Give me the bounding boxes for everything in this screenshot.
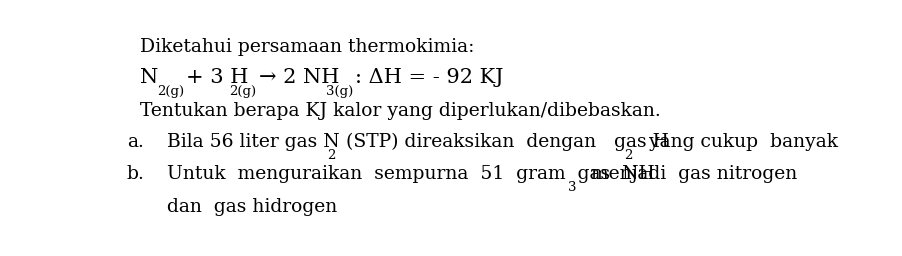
Text: + 3 H: + 3 H [186,68,248,87]
Text: 2: 2 [623,148,632,162]
Text: (STP) direaksikan  dengan   gas H: (STP) direaksikan dengan gas H [339,133,668,151]
Text: → 2 NH: → 2 NH [258,68,338,87]
Text: : ΔH = - 92 KJ: : ΔH = - 92 KJ [355,68,503,87]
Text: Tentukan berapa KJ kalor yang diperlukan/dibebaskan.: Tentukan berapa KJ kalor yang diperlukan… [140,102,660,120]
Text: N: N [140,68,158,87]
Text: 3: 3 [567,181,575,194]
Text: dan  gas hidrogen: dan gas hidrogen [167,198,337,216]
Text: Diketahui persamaan thermokimia:: Diketahui persamaan thermokimia: [140,38,474,56]
Text: a.: a. [126,133,143,151]
Text: 2: 2 [327,148,336,162]
Text: 3(g): 3(g) [326,85,353,98]
Text: 2(g): 2(g) [229,85,256,98]
Text: yang cukup  banyak: yang cukup banyak [636,133,837,151]
Text: Untuk  menguraikan  sempurna  51  gram  gas  NH: Untuk menguraikan sempurna 51 gram gas N… [167,165,654,183]
Text: b.: b. [126,165,144,183]
Text: menjadi  gas nitrogen: menjadi gas nitrogen [579,165,796,183]
Text: 2(g): 2(g) [157,85,184,98]
Text: Bila 56 liter gas N: Bila 56 liter gas N [167,133,339,151]
